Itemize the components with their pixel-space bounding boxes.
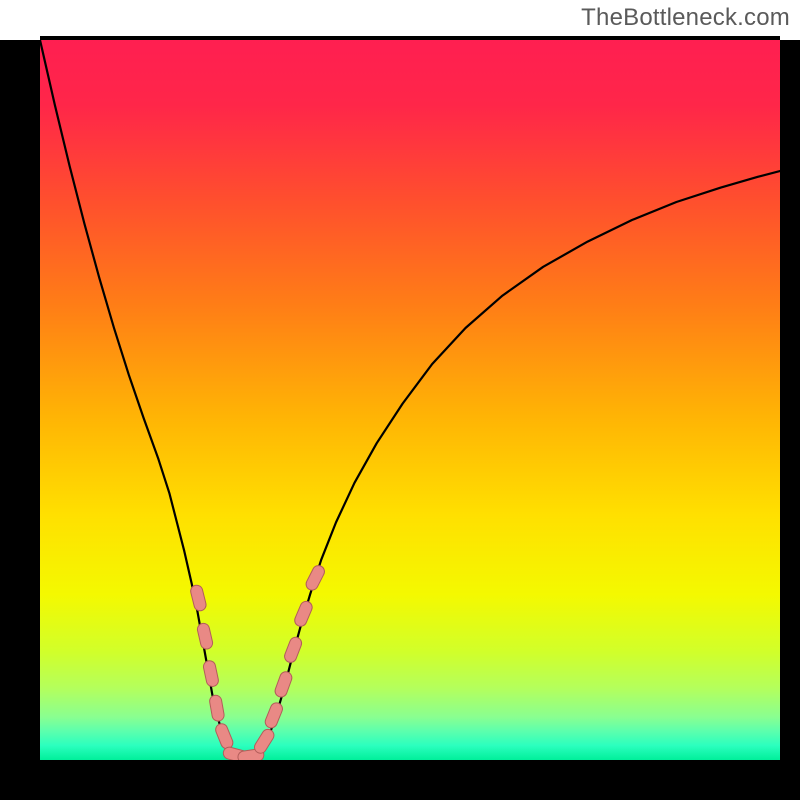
border-top xyxy=(40,36,780,40)
watermark-label: TheBottleneck.com xyxy=(581,4,790,32)
plot-area xyxy=(40,40,780,760)
border-left xyxy=(0,40,40,800)
chart-svg xyxy=(40,40,780,760)
gradient-background xyxy=(40,40,780,760)
chart-frame: TheBottleneck.com xyxy=(0,0,800,800)
border-right xyxy=(780,40,800,800)
border-bottom xyxy=(0,760,800,800)
